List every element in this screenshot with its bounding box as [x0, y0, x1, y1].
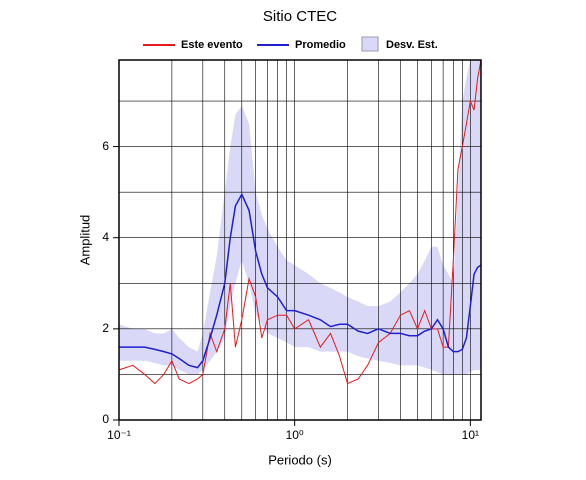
legend-label: Desv. Est. [386, 39, 438, 51]
legend-label: Promedio [295, 39, 346, 51]
y-tick-label: 2 [102, 321, 109, 335]
line [119, 192, 482, 369]
y-axis-label: Amplitud [77, 215, 92, 266]
plot-frame [118, 59, 482, 421]
x-tick-label: 10⁰ [286, 428, 304, 442]
std-band [119, 60, 481, 375]
x-tick-label: 10⁻¹ [107, 428, 131, 442]
y-tick-label: 6 [102, 139, 109, 153]
line [118, 59, 482, 385]
x-axis-label: Periodo (s) [268, 452, 332, 467]
legend-label: Este evento [181, 39, 243, 51]
y-tick-label: 0 [102, 412, 109, 426]
x-tick-label: 10¹ [462, 428, 479, 442]
legend-swatch [361, 36, 379, 52]
chart-title: Sitio CTEC [263, 8, 337, 25]
y-tick-label: 4 [102, 230, 109, 244]
